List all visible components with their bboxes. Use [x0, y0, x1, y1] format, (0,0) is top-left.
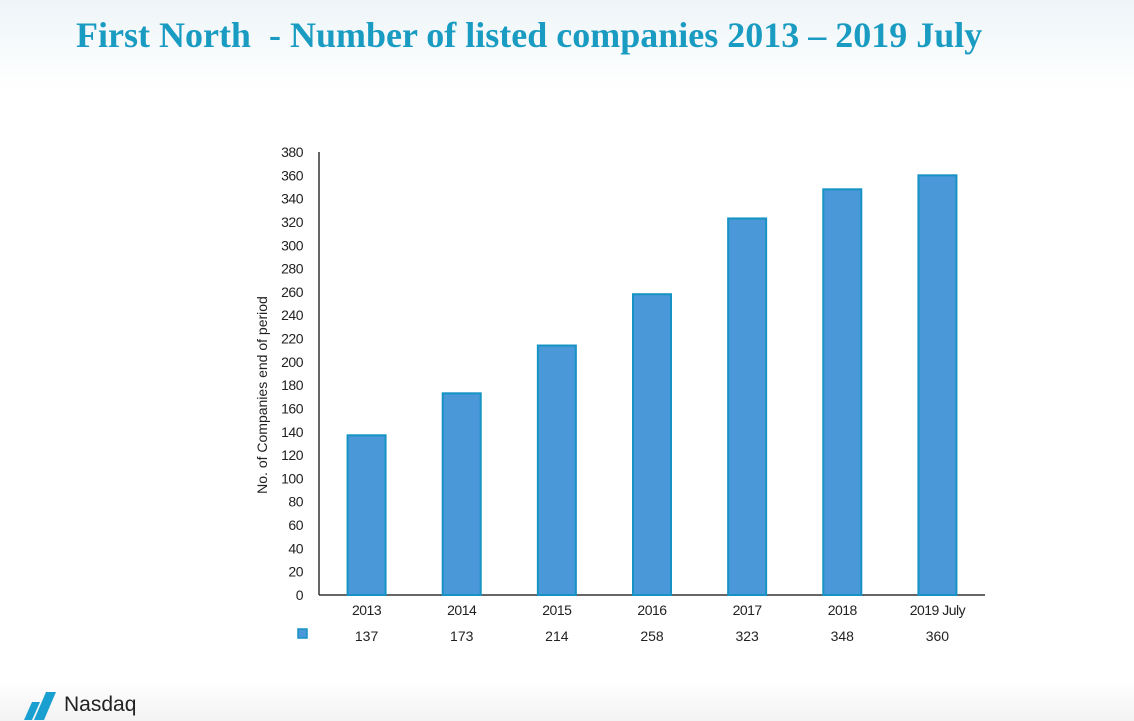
slide-title: First North - Number of listed companies…: [76, 15, 983, 55]
y-tick-label: 200: [281, 354, 304, 370]
x-tick-label: 2018: [828, 602, 858, 618]
data-table-value: 360: [926, 628, 950, 644]
bar-2014: [441, 392, 482, 596]
bar-2018: [822, 188, 863, 596]
nasdaq-logo-icon: [24, 692, 56, 720]
y-tick-label: 300: [281, 237, 304, 253]
y-tick-label: 260: [281, 284, 304, 300]
y-tick-label: 140: [281, 424, 304, 440]
y-tick-label: 20: [288, 564, 303, 580]
nasdaq-logo: Nasdaq: [20, 690, 136, 720]
y-tick-label: 240: [281, 307, 304, 323]
y-tick-label: 120: [281, 447, 304, 463]
y-tick-label: 280: [281, 261, 304, 277]
y-tick-label: 40: [288, 540, 303, 556]
y-tick-label: 180: [281, 377, 304, 393]
bar-2013: [346, 434, 387, 596]
nasdaq-logo-text: Nasdaq: [64, 693, 137, 716]
data-table-value: 323: [735, 628, 759, 644]
data-table-value: 137: [355, 628, 379, 644]
bar-2019-July: [917, 174, 958, 596]
y-tick-label: 0: [296, 587, 304, 603]
y-tick-label: 220: [281, 331, 304, 347]
x-tick-label: 2016: [637, 602, 667, 618]
x-tick-label: 2014: [447, 602, 477, 618]
y-tick-label: 80: [288, 494, 303, 510]
y-tick-label: 160: [281, 400, 304, 416]
data-table-value: 173: [450, 628, 474, 644]
y-tick-label: 60: [288, 517, 303, 533]
y-tick-label: 340: [281, 191, 304, 207]
bar-2015: [536, 344, 577, 596]
bar-2016: [632, 293, 672, 596]
y-tick-label: 320: [281, 214, 304, 230]
legend-swatch: [297, 628, 308, 639]
y-tick-label: 360: [281, 167, 304, 183]
x-tick-label: 2017: [733, 602, 763, 618]
data-table-value: 214: [545, 628, 569, 644]
x-tick-label: 2013: [352, 602, 382, 618]
y-axis-title: No. of Companies end of period: [254, 296, 270, 494]
y-tick-label: 100: [281, 470, 304, 486]
x-tick-label: 2019 July: [910, 602, 966, 618]
x-tick-label: 2015: [542, 602, 572, 618]
bar-2017: [727, 217, 768, 596]
data-table-value: 258: [640, 628, 664, 644]
y-tick-label: 380: [281, 144, 304, 160]
data-table-value: 348: [831, 628, 855, 644]
